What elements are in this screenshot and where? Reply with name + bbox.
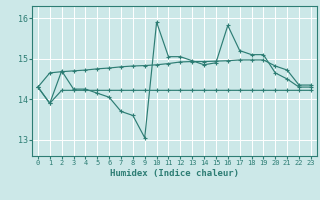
X-axis label: Humidex (Indice chaleur): Humidex (Indice chaleur) xyxy=(110,169,239,178)
